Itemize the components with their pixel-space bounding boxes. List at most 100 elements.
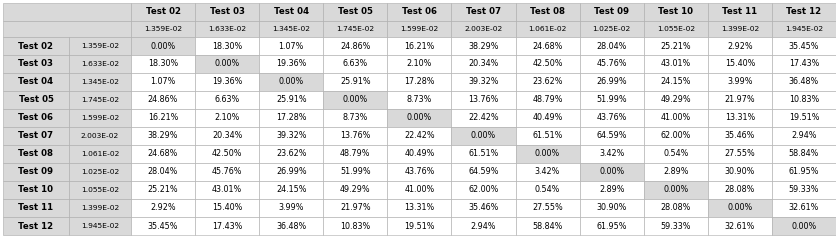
Text: 1.055E-02: 1.055E-02 [657, 26, 695, 32]
Text: 2.003E-02: 2.003E-02 [464, 26, 502, 32]
Bar [772, 91, 836, 109]
Bar [516, 21, 579, 37]
Bar [772, 181, 836, 199]
Text: 17.28%: 17.28% [404, 78, 435, 86]
Text: 19.36%: 19.36% [212, 78, 242, 86]
Text: 1.599E-02: 1.599E-02 [400, 26, 439, 32]
Text: 2.003E-02: 2.003E-02 [81, 133, 119, 139]
Bar [708, 3, 772, 21]
Bar [772, 217, 836, 235]
Text: 24.86%: 24.86% [340, 41, 370, 50]
Bar [708, 181, 772, 199]
Text: 40.49%: 40.49% [405, 149, 435, 159]
Bar [324, 181, 387, 199]
Bar [131, 181, 195, 199]
Text: 17.28%: 17.28% [276, 114, 307, 123]
Bar [131, 91, 195, 109]
Text: 13.31%: 13.31% [405, 203, 435, 213]
Bar [451, 37, 516, 55]
Bar [579, 145, 644, 163]
Text: Test 10: Test 10 [658, 8, 693, 16]
Bar [3, 73, 69, 91]
Text: 8.73%: 8.73% [343, 114, 368, 123]
Bar [772, 73, 836, 91]
Bar [451, 181, 516, 199]
Text: 1.633E-02: 1.633E-02 [81, 61, 119, 67]
Bar [324, 55, 387, 73]
Bar [772, 127, 836, 145]
Bar [324, 217, 387, 235]
Bar [3, 37, 69, 55]
Bar [772, 55, 836, 73]
Text: 51.99%: 51.99% [340, 168, 370, 177]
Text: 59.33%: 59.33% [788, 185, 819, 194]
Bar [131, 73, 195, 91]
Text: 36.48%: 36.48% [276, 222, 306, 230]
Bar [387, 55, 451, 73]
Text: 3.42%: 3.42% [535, 168, 560, 177]
Text: 49.29%: 49.29% [340, 185, 370, 194]
Bar [69, 199, 131, 217]
Bar [259, 37, 324, 55]
Bar [259, 55, 324, 73]
Bar [131, 127, 195, 145]
Bar [708, 91, 772, 109]
Text: 0.00%: 0.00% [663, 185, 688, 194]
Text: 1.061E-02: 1.061E-02 [528, 26, 567, 32]
Bar [451, 109, 516, 127]
Text: 19.51%: 19.51% [404, 222, 435, 230]
Text: 3.99%: 3.99% [727, 78, 752, 86]
Text: Test 08: Test 08 [18, 149, 54, 159]
Text: 19.36%: 19.36% [276, 60, 307, 69]
Text: Test 02: Test 02 [145, 8, 181, 16]
Bar [644, 55, 708, 73]
Text: 24.68%: 24.68% [148, 149, 178, 159]
Bar [259, 3, 324, 21]
Bar [387, 181, 451, 199]
Bar [579, 37, 644, 55]
Bar [708, 73, 772, 91]
Bar [131, 145, 195, 163]
Bar [579, 21, 644, 37]
Bar [516, 91, 579, 109]
Bar [195, 55, 259, 73]
Text: 16.21%: 16.21% [148, 114, 178, 123]
Text: 1.599E-02: 1.599E-02 [81, 115, 119, 121]
Bar [195, 163, 259, 181]
Text: Test 03: Test 03 [18, 60, 54, 69]
Bar [195, 21, 259, 37]
Text: 1.07%: 1.07% [278, 41, 304, 50]
Text: 51.99%: 51.99% [596, 95, 627, 104]
Bar [644, 199, 708, 217]
Text: 22.42%: 22.42% [468, 114, 499, 123]
Bar [387, 145, 451, 163]
Bar [195, 127, 259, 145]
Bar [195, 73, 259, 91]
Bar [3, 181, 69, 199]
Text: 36.48%: 36.48% [789, 78, 819, 86]
Bar [579, 73, 644, 91]
Text: 28.08%: 28.08% [660, 203, 691, 213]
Bar [259, 109, 324, 127]
Bar [579, 3, 644, 21]
Bar [516, 145, 579, 163]
Text: Test 09: Test 09 [594, 8, 630, 16]
Bar [387, 3, 451, 21]
Bar [579, 163, 644, 181]
Text: 18.30%: 18.30% [148, 60, 178, 69]
Bar [644, 181, 708, 199]
Bar [387, 21, 451, 37]
Text: 10.83%: 10.83% [789, 95, 819, 104]
Text: 13.31%: 13.31% [725, 114, 755, 123]
Bar [195, 91, 259, 109]
Bar [644, 145, 708, 163]
Bar [579, 109, 644, 127]
Text: 35.46%: 35.46% [468, 203, 499, 213]
Text: 20.34%: 20.34% [468, 60, 499, 69]
Bar [131, 37, 195, 55]
Bar [69, 109, 131, 127]
Bar [3, 217, 69, 235]
Bar [131, 55, 195, 73]
Text: 58.84%: 58.84% [789, 149, 819, 159]
Text: 49.29%: 49.29% [660, 95, 691, 104]
